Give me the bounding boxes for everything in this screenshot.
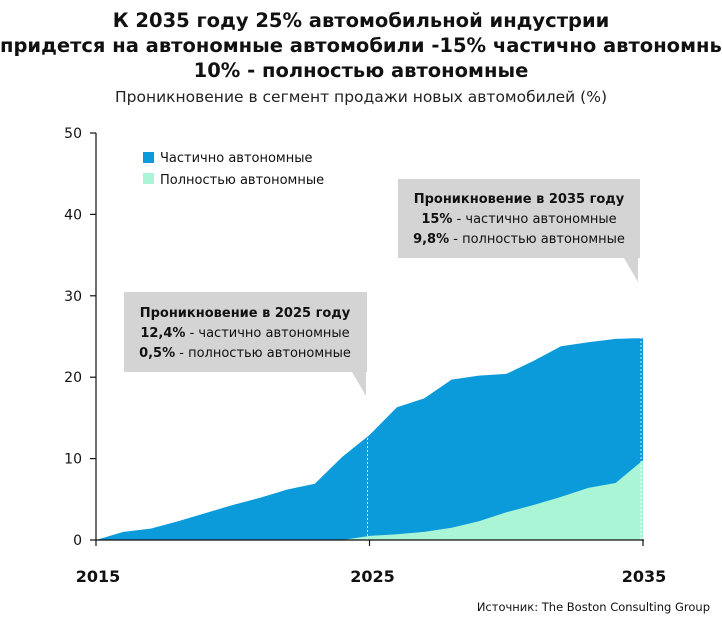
callout-2035-heading: Проникновение в 2035 году (414, 192, 625, 207)
legend-full-label: Полностью автономные (160, 173, 324, 188)
chart-areas (96, 338, 643, 540)
y-tick-label: 10 (64, 452, 82, 468)
x-tick-label: 2025 (350, 567, 395, 586)
legend-partial-swatch (143, 152, 154, 163)
callout-2025: Проникновение в 2025 году 12,4% - частич… (124, 292, 367, 396)
chart-axes: 0 10 20 30 40 50 2015 2025 2035 (64, 126, 666, 586)
callout-2035-full-text: - полностью автономные (449, 232, 625, 247)
chart-title: К 2035 году 25% автомобильной индустрии … (0, 8, 722, 83)
callout-2025-full-value: 0,5% (139, 346, 175, 361)
callout-2025-line-2: 0,5% - полностью автономные (139, 346, 351, 361)
callout-2035-partial-value: 15% (421, 212, 452, 227)
callout-2025-partial-value: 12,4% (140, 326, 185, 341)
callout-2035-partial-text: - частично автономные (452, 212, 616, 227)
chart-title-line-3: 10% - полностью автономные (193, 59, 529, 82)
y-tick-label: 30 (64, 289, 82, 305)
y-tick-label: 20 (64, 370, 82, 386)
x-tick-label: 2015 (76, 567, 121, 586)
chart-title-line-2: придется на автономные автомобили -15% ч… (0, 34, 722, 57)
source-note: Источник: The Boston Consulting Group (476, 600, 710, 614)
y-tick-label: 50 (64, 126, 82, 142)
chart-subtitle: Проникновение в сегмент продажи новых ав… (114, 88, 608, 106)
callout-2035-line-2: 9,8% - полностью автономные (413, 232, 625, 247)
callout-2025-full-text: - полностью автономные (175, 346, 351, 361)
callout-2025-box (124, 292, 367, 396)
callout-2035-full-value: 9,8% (413, 232, 449, 247)
callout-2025-line-1: 12,4% - частично автономные (140, 326, 349, 341)
callout-2035-line-1: 15% - частично автономные (421, 212, 616, 227)
legend-full-swatch (143, 173, 154, 184)
partial-autonomous-area (96, 338, 643, 540)
callout-2025-partial-text: - частично автономные (185, 326, 349, 341)
legend-partial-label: Частично автономные (160, 151, 313, 166)
full-autonomous-area (96, 460, 643, 540)
callout-2025-heading: Проникновение в 2025 году (140, 306, 351, 321)
x-tick-label: 2035 (622, 567, 667, 586)
callout-2035-box (398, 179, 640, 282)
legend: Частично автономные Полностью автономные (143, 151, 324, 188)
callout-2035: Проникновение в 2035 году 15% - частично… (398, 179, 640, 282)
y-tick-label: 0 (73, 533, 82, 549)
chart-title-line-1: К 2035 году 25% автомобильной индустрии (112, 9, 610, 32)
reference-lines (367, 285, 642, 540)
y-tick-label: 40 (64, 207, 82, 223)
